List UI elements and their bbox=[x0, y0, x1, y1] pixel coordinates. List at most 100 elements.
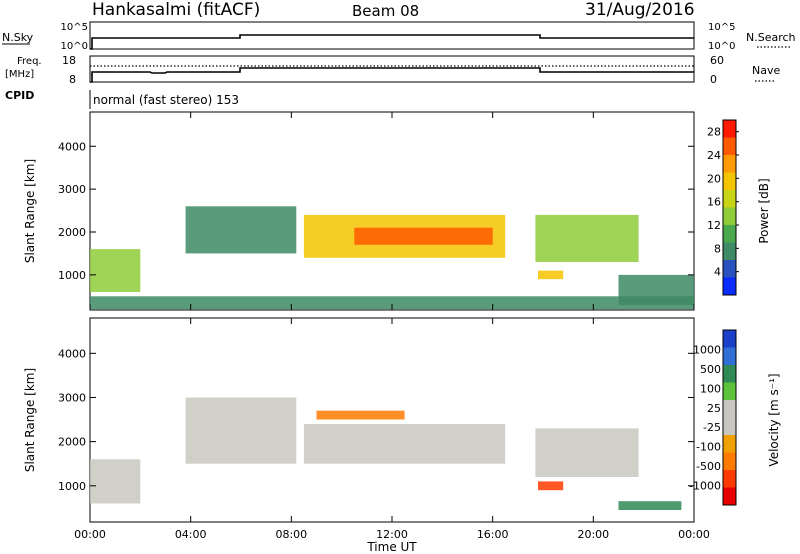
nsearch-label: N.Search bbox=[746, 31, 796, 44]
xtick-label-0: 00:00 bbox=[74, 528, 106, 541]
freq-left-tick-top: 18 bbox=[62, 54, 76, 67]
power-region-6 bbox=[538, 270, 564, 280]
velocity-ytick-label-1: 2000 bbox=[58, 436, 86, 449]
freq-label-2: [MHz] bbox=[5, 69, 34, 80]
velocity-colorbar-label-4: -25 bbox=[703, 421, 721, 434]
velocity-colorbar-segment-1 bbox=[723, 347, 736, 365]
freq-right-tick-bottom: 0 bbox=[710, 73, 717, 86]
velocity-colorbar-frame bbox=[722, 329, 737, 506]
power-region-4 bbox=[354, 227, 493, 245]
cpid-value: normal (fast stereo) 153 bbox=[93, 93, 239, 107]
freq-trace bbox=[90, 67, 694, 83]
noise-panel bbox=[89, 21, 695, 50]
power-data-layer bbox=[90, 206, 694, 310]
power-y-axis: 1000 2000 3000 4000 bbox=[58, 140, 694, 282]
power-colorbar-segment-0 bbox=[723, 120, 736, 138]
power-colorbar-segment-5 bbox=[723, 207, 736, 225]
power-colorbar-label-0: 4 bbox=[714, 266, 721, 279]
x-axis-label: Time UT bbox=[366, 540, 417, 554]
velocity-colorbar-label: Velocity [m s⁻¹] bbox=[767, 373, 781, 466]
power-colorbar: 4 8 12 16 20 24 28 bbox=[707, 119, 739, 296]
noise-right-tick-top: 10^5 bbox=[708, 22, 735, 33]
noise-left-tick-bottom: 10^0 bbox=[61, 41, 88, 52]
xtick-label-4: 16:00 bbox=[477, 528, 509, 541]
power-colorbar-segment-7 bbox=[723, 242, 736, 260]
power-colorbar-frame bbox=[722, 119, 737, 296]
station-title: Hankasalmi (fitACF) bbox=[92, 0, 260, 20]
velocity-region-2 bbox=[303, 424, 506, 464]
xtick-label-1: 04:00 bbox=[175, 528, 207, 541]
power-colorbar-label-2: 12 bbox=[707, 219, 721, 232]
xtick-label-2: 08:00 bbox=[275, 528, 307, 541]
time-axis: 00:00 04:00 08:00 12:00 16:00 20:00 00:00 bbox=[74, 112, 710, 541]
velocity-region-1 bbox=[185, 397, 297, 464]
power-panel: 1000 2000 3000 4000 Slant Range [km] 4 8 12 16… bbox=[23, 111, 771, 311]
velocity-colorbar-label-7: -1000 bbox=[689, 480, 721, 493]
noise-right-tick-bottom: 10^0 bbox=[708, 41, 735, 52]
velocity-panel: 1000 2000 3000 4000 Slant Range [km] 1000 50… bbox=[23, 317, 781, 523]
velocity-colorbar-segment-3 bbox=[723, 382, 736, 400]
velocity-ytick-label-2: 3000 bbox=[58, 391, 86, 404]
freq-panel bbox=[89, 55, 695, 83]
power-colorbar-label: Power [dB] bbox=[757, 178, 771, 243]
power-colorbar-segment-2 bbox=[723, 155, 736, 173]
xtick-label-5: 20:00 bbox=[577, 528, 609, 541]
noise-trace bbox=[90, 34, 694, 50]
velocity-colorbar-segment-2 bbox=[723, 365, 736, 383]
velocity-region-6 bbox=[618, 501, 682, 510]
velocity-colorbar-segment-8 bbox=[723, 470, 736, 488]
velocity-colorbar-segment-4 bbox=[723, 400, 736, 418]
power-colorbar-segment-4 bbox=[723, 190, 736, 208]
velocity-colorbar-segment-6 bbox=[723, 435, 736, 453]
nsky-label: N.Sky bbox=[2, 31, 34, 44]
velocity-colorbar: 1000 500 100 25 -25 -100 -500 -1000 bbox=[689, 329, 737, 506]
velocity-ylabel: Slant Range [km] bbox=[23, 368, 37, 472]
velocity-region-5 bbox=[538, 481, 564, 491]
velocity-colorbar-segment-5 bbox=[723, 417, 736, 435]
velocity-region-0 bbox=[90, 459, 141, 504]
power-plot-area bbox=[89, 111, 695, 311]
power-colorbar-segment-9 bbox=[723, 277, 736, 295]
power-colorbar-segment-1 bbox=[723, 137, 736, 155]
date-title: 31/Aug/2016 bbox=[585, 0, 695, 20]
nave-label: Nave bbox=[752, 64, 780, 77]
velocity-colorbar-label-0: 1000 bbox=[693, 343, 721, 356]
power-colorbar-segment-8 bbox=[723, 260, 736, 278]
power-colorbar-label-3: 16 bbox=[707, 196, 721, 209]
power-region-7 bbox=[618, 274, 694, 305]
noise-left-tick-top: 10^5 bbox=[61, 22, 88, 33]
xtick-label-3: 12:00 bbox=[376, 528, 408, 541]
velocity-colorbar-label-6: -500 bbox=[696, 460, 721, 473]
power-colorbar-label-5: 24 bbox=[707, 149, 721, 162]
velocity-colorbar-label-3: 25 bbox=[707, 402, 721, 415]
power-colorbar-segment-6 bbox=[723, 225, 736, 243]
power-colorbar-label-6: 28 bbox=[707, 126, 721, 139]
freq-right-tick-top: 60 bbox=[710, 54, 724, 67]
velocity-ytick-label-3: 4000 bbox=[58, 347, 86, 360]
power-ytick-label-3: 4000 bbox=[58, 140, 86, 153]
velocity-colorbar-label-5: -100 bbox=[696, 441, 721, 454]
power-colorbar-segment-3 bbox=[723, 172, 736, 190]
power-region-1 bbox=[90, 296, 694, 310]
velocity-colorbar-segment-7 bbox=[723, 452, 736, 470]
velocity-y-axis: 1000 2000 3000 4000 bbox=[58, 347, 694, 493]
velocity-ytick-label-0: 1000 bbox=[58, 480, 86, 493]
power-colorbar-label-1: 8 bbox=[714, 242, 721, 255]
xtick-label-6: 00:00 bbox=[678, 528, 710, 541]
velocity-colorbar-segment-9 bbox=[723, 487, 736, 505]
power-region-5 bbox=[535, 214, 639, 262]
power-region-2 bbox=[185, 206, 297, 254]
velocity-data-layer bbox=[90, 397, 682, 510]
power-ylabel: Slant Range [km] bbox=[23, 159, 37, 263]
velocity-colorbar-label-1: 500 bbox=[700, 363, 721, 376]
freq-left-tick-bottom: 8 bbox=[69, 73, 76, 86]
power-ytick-label-2: 3000 bbox=[58, 183, 86, 196]
beam-title: Beam 08 bbox=[352, 2, 419, 20]
velocity-colorbar-segment-0 bbox=[723, 330, 736, 348]
freq-label-1: Freq. bbox=[17, 56, 42, 67]
velocity-colorbar-label-2: 100 bbox=[700, 382, 721, 395]
velocity-plot-area bbox=[89, 317, 695, 523]
velocity-region-3 bbox=[535, 428, 639, 477]
power-ytick-label-0: 1000 bbox=[58, 269, 86, 282]
